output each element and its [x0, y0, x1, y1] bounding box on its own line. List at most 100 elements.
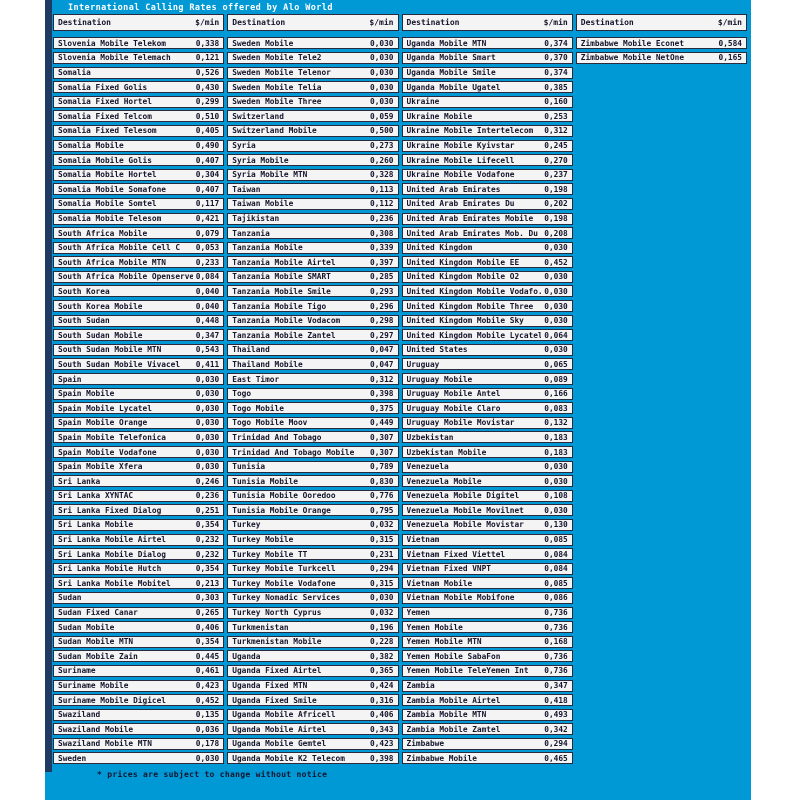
- rate-row: Suriname 0,461: [53, 664, 225, 677]
- destination-cell: Ukraine Mobile Vodafone: [406, 170, 515, 180]
- rate-cell: 0,452: [544, 257, 568, 267]
- rate-row: Somalia Mobile 0,490: [53, 139, 225, 152]
- destination-cell: Ukraine: [406, 97, 440, 107]
- rate-cell: 0,059: [370, 111, 394, 121]
- rate-cell: 0,294: [544, 739, 568, 749]
- rate-cell: 0,047: [370, 345, 394, 355]
- rate-row: South Africa Mobile Cell C 0,053: [53, 241, 225, 254]
- rate-cell: 0,285: [370, 272, 394, 282]
- rate-row: Sudan 0,303: [53, 591, 225, 604]
- rate-row: Venezuela Mobile Movilnet 0,030: [401, 504, 573, 517]
- rate-row: South Africa Mobile 0,079: [53, 227, 225, 240]
- rate-row: Yemen Mobile SabaFon 0,736: [401, 650, 573, 663]
- rate-cell: 0,030: [370, 68, 394, 78]
- rate-row: Suriname Mobile 0,423: [53, 679, 225, 692]
- destination-cell: Tanzania Mobile: [232, 243, 303, 253]
- destination-cell: Sudan Mobile MTN: [58, 637, 134, 647]
- rate-cell: 0,312: [544, 126, 568, 136]
- rate-row: Sri Lanka XYNTAC 0,236: [53, 489, 225, 502]
- destination-cell: South Africa Mobile: [58, 228, 148, 238]
- rate-cell: 0,736: [544, 651, 568, 661]
- destination-cell: Swaziland Mobile MTN: [58, 739, 152, 749]
- rate-row: Thailand 0,047: [227, 343, 399, 356]
- rate-row: Sri Lanka Mobile Airtel 0,232: [53, 533, 225, 546]
- rate-row: Syria Mobile MTN 0,328: [227, 168, 399, 181]
- rate-row: Sweden 0,030: [53, 752, 225, 765]
- destination-cell: Turkey Mobile Vodafone: [232, 578, 336, 588]
- destination-cell: Uganda Mobile Smile: [406, 68, 496, 78]
- rate-cell: 0,449: [370, 418, 394, 428]
- rate-row: Spain Mobile Vodafone 0,030: [53, 446, 225, 459]
- rate-row: United Arab Emirates Mobile 0,198: [401, 212, 573, 225]
- rate-cell: 0,298: [370, 316, 394, 326]
- rate-row: United Kingdom Mobile EE 0,452: [401, 256, 573, 269]
- rate-row: Zambia Mobile Airtel 0,418: [401, 694, 573, 707]
- rate-cell: 0,030: [544, 286, 568, 296]
- rate-row: Uganda Fixed MTN 0,424: [227, 679, 399, 692]
- rate-row: Sri Lanka 0,246: [53, 475, 225, 488]
- rate-cell: 0,296: [370, 301, 394, 311]
- rate-row: Turkey North Cyprus 0,032: [227, 606, 399, 619]
- rate-row: Sudan Mobile MTN 0,354: [53, 635, 225, 648]
- rate-cell: 0,030: [195, 753, 220, 763]
- rate-row: Uruguay Mobile Claro 0,083: [401, 402, 573, 415]
- rate-row: United Kingdom 0,030: [401, 241, 573, 254]
- rate-cell: 0,236: [370, 214, 394, 224]
- destination-cell: Vietnam Fixed Viettel: [406, 549, 506, 559]
- rate-cell: 0,196: [370, 622, 394, 632]
- rate-cell: 0,236: [195, 491, 220, 501]
- rate-cell: 0,030: [544, 505, 568, 515]
- rate-cell: 0,030: [195, 447, 220, 457]
- rate-row: United Kingdom Mobile Lycatel 0,064: [401, 329, 573, 342]
- rate-cell: 0,343: [370, 724, 394, 734]
- rate-cell: 0,374: [544, 38, 568, 48]
- destination-cell: Ukraine Mobile Lifecell: [406, 155, 515, 165]
- destination-cell: Uganda Mobile K2 Telecom: [232, 753, 345, 763]
- rate-row: Switzerland 0,059: [227, 110, 399, 123]
- destination-cell: Venezuela: [406, 462, 449, 472]
- destination-header: Destination: [406, 18, 460, 27]
- rate-row: Venezuela Mobile Digitel 0,108: [401, 489, 573, 502]
- rate-cell: 0,030: [544, 345, 568, 355]
- destination-cell: Somalia Mobile Telesom: [58, 214, 162, 224]
- rate-cell: 0,030: [195, 418, 220, 428]
- destination-cell: Switzerland: [232, 111, 284, 121]
- rate-cell: 0,736: [544, 666, 568, 676]
- rate-row: Turkey Mobile 0,315: [227, 533, 399, 546]
- rate-row: Turkey Mobile TT 0,231: [227, 548, 399, 561]
- rate-cell: 0,030: [544, 301, 568, 311]
- destination-cell: Somalia: [58, 68, 91, 78]
- destination-cell: Zimbabwe Mobile: [406, 753, 477, 763]
- rate-cell: 0,246: [195, 476, 220, 486]
- destination-header: Destination: [58, 18, 111, 27]
- rate-cell: 0,083: [544, 403, 568, 413]
- destination-cell: Spain Mobile Xfera: [58, 462, 143, 472]
- rate-cell: 0,424: [370, 681, 394, 691]
- rate-cell: 0,312: [370, 374, 394, 384]
- rate-cell: 0,493: [544, 710, 568, 720]
- rate-cell: 0,304: [195, 170, 220, 180]
- rate-row: Sudan Mobile 0,406: [53, 621, 225, 634]
- rate-cell: 0,316: [370, 695, 394, 705]
- rate-row: Swaziland Mobile MTN 0,178: [53, 737, 225, 750]
- destination-cell: Somalia Mobile Golis: [58, 155, 152, 165]
- destination-cell: Tanzania Mobile Tigo: [232, 301, 327, 311]
- column-header-row: Destination $/min: [53, 14, 225, 31]
- destination-cell: South Korea Mobile: [58, 301, 143, 311]
- rate-cell: 0,030: [195, 432, 220, 442]
- rate-row: Tanzania Mobile 0,339: [227, 241, 399, 254]
- rate-cell: 0,030: [544, 462, 568, 472]
- rate-cell: 0,448: [195, 316, 220, 326]
- destination-cell: United Kingdom Mobile Three: [406, 301, 534, 311]
- destination-cell: Uganda Mobile Ugatel: [406, 82, 501, 92]
- page-title: International Calling Rates offered by A…: [68, 3, 333, 13]
- destination-cell: Zambia Mobile Zamtel: [406, 724, 501, 734]
- rate-cell: 0,030: [370, 53, 394, 63]
- rate-cell: 0,418: [544, 695, 568, 705]
- rate-row: South Sudan Mobile MTN 0,543: [53, 343, 225, 356]
- rate-row: Sudan Mobile Zain 0,445: [53, 650, 225, 663]
- destination-cell: Thailand Mobile: [232, 359, 303, 369]
- rate-row: United Arab Emirates Du 0,202: [401, 197, 573, 210]
- rate-row: Tanzania 0,308: [227, 227, 399, 240]
- destination-cell: United Arab Emirates Mobile: [406, 214, 534, 224]
